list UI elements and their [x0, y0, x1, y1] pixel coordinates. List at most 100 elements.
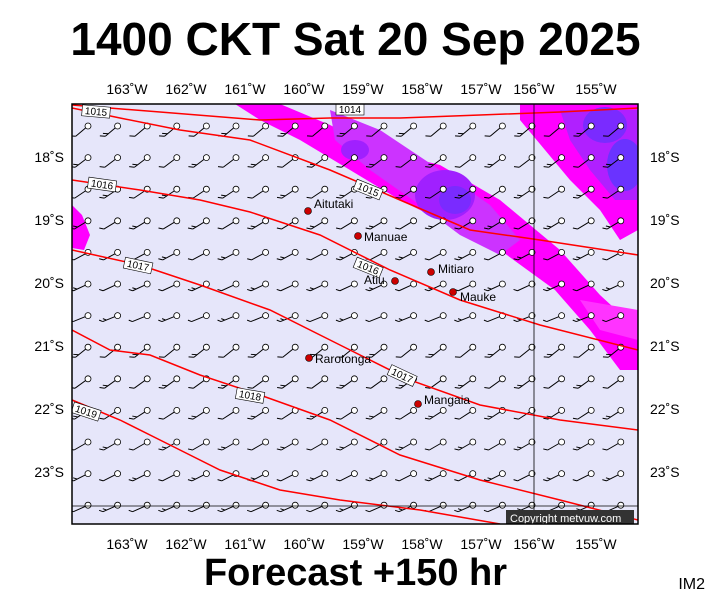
wind-barb [276, 280, 299, 292]
wind-barb [395, 406, 418, 420]
wind-barb [158, 470, 181, 482]
svg-text:21˚S: 21˚S [650, 338, 680, 354]
place-label: Mitiaro [438, 262, 474, 276]
wind-barb [573, 343, 595, 358]
wind-barb [425, 343, 447, 358]
wind-barb [306, 470, 329, 482]
wind-barb [602, 375, 625, 389]
wind-barb [395, 185, 418, 199]
wind-barb [72, 470, 92, 482]
place-label: Atiu [364, 273, 385, 287]
wind-barb [395, 217, 418, 230]
wind-barb [188, 343, 210, 358]
svg-text:157˚W: 157˚W [460, 536, 502, 552]
wind-barb [158, 501, 181, 513]
isobar-1016 [72, 179, 638, 351]
svg-text:155˚W: 155˚W [575, 81, 617, 97]
wind-barb [218, 122, 240, 137]
wind-barb [247, 375, 270, 389]
wind-barb [513, 185, 536, 199]
wind-barb [425, 122, 447, 137]
wind-barb [306, 248, 329, 261]
wind-barb [543, 438, 565, 451]
wind-barb [246, 280, 270, 292]
wind-barb [602, 217, 625, 230]
wind-barb [424, 185, 447, 199]
wind-barb [276, 406, 299, 420]
wind-barb [394, 280, 418, 292]
wind-barb [277, 375, 299, 389]
wind-barb [187, 470, 210, 482]
wind-barb [187, 501, 210, 513]
wind-barb [454, 375, 477, 389]
isobar-labels: 1015 1014 1016 1015 1017 1016 1018 1017 … [72, 104, 418, 422]
svg-text:163˚W: 163˚W [106, 81, 148, 97]
wind-barb [129, 122, 151, 137]
wind-barb [395, 438, 418, 451]
wind-barb [513, 375, 536, 389]
wind-barb [483, 248, 506, 261]
wind-barb [454, 154, 477, 168]
wind-barb [217, 312, 240, 323]
wind-barb [573, 122, 595, 137]
wind-barb [543, 217, 565, 230]
wind-barb [543, 343, 565, 358]
wind-barb [542, 312, 565, 323]
wind-barb [306, 312, 329, 323]
lon-labels-top: 163˚W 162˚W 161˚W 160˚W 159˚W 158˚W 157˚… [106, 81, 617, 97]
svg-text:18˚S: 18˚S [650, 149, 680, 165]
wind-barb [572, 185, 595, 199]
wind-barb [365, 406, 388, 420]
wind-barb [247, 122, 270, 137]
wind-barb [158, 154, 181, 168]
isobars [72, 104, 638, 524]
wind-barb [365, 280, 388, 292]
wind-barb [128, 470, 151, 482]
wind-barb [217, 375, 240, 389]
wind-barb [336, 406, 358, 420]
lon-labels-bottom: 163˚W 162˚W 161˚W 160˚W 159˚W 158˚W 157˚… [106, 536, 617, 552]
wind-barb [188, 154, 210, 168]
wind-barb [514, 343, 536, 358]
wind-barb [454, 406, 477, 420]
lat-labels-right: 18˚S 19˚S 20˚S 21˚S 22˚S 23˚S [650, 149, 680, 480]
forecast-label: Forecast +150 hr [203, 552, 508, 594]
wind-barb [336, 122, 358, 137]
wind-barb [484, 185, 506, 199]
wind-barb [395, 470, 418, 482]
wind-barb [335, 438, 358, 451]
wind-barb [395, 248, 418, 261]
wind-barb [572, 280, 595, 292]
wind-barb [424, 280, 447, 292]
wind-barb [72, 501, 92, 513]
wind-barb [306, 217, 329, 230]
wind-barb [129, 343, 151, 358]
svg-text:158˚W: 158˚W [401, 536, 443, 552]
wind-barb [99, 438, 121, 451]
wind-barb [277, 122, 299, 137]
wind-barb [395, 122, 418, 137]
wind-barb [572, 470, 595, 482]
wind-barb [247, 470, 270, 482]
wind-barb [542, 280, 565, 292]
svg-text:23˚S: 23˚S [650, 464, 680, 480]
wind-barb [572, 248, 595, 261]
wind-barb [128, 248, 151, 261]
wind-barb [276, 438, 299, 451]
wind-barb [158, 248, 181, 261]
wind-barb [543, 122, 565, 137]
wind-barb [543, 185, 565, 199]
svg-text:157˚W: 157˚W [460, 81, 502, 97]
wind-barb [98, 280, 121, 292]
wind-barb [513, 470, 536, 482]
wind-barb [217, 501, 240, 513]
wind-barb [306, 185, 329, 199]
wind-barb [276, 312, 299, 323]
wind-barb [424, 501, 447, 513]
wind-barb [335, 501, 358, 513]
copyright: Copyright metvuw.com [510, 513, 621, 525]
wind-barb [513, 280, 536, 292]
wind-barb [424, 438, 447, 451]
wind-barb [217, 248, 240, 261]
svg-text:19˚S: 19˚S [650, 212, 680, 228]
